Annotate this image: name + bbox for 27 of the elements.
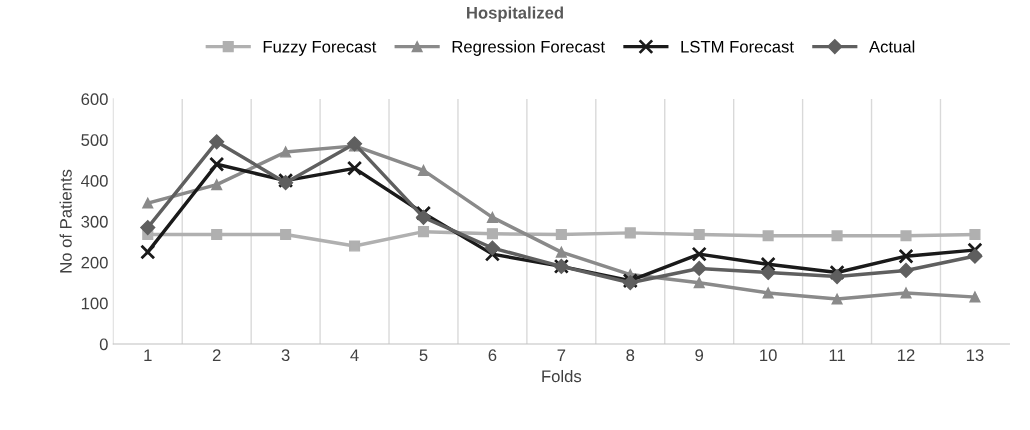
x-tick-label: 11 [829, 349, 845, 361]
y-tick-label: 300 [81, 215, 108, 228]
x-tick-label: 9 [695, 349, 704, 362]
x-tick-label: 5 [419, 349, 428, 362]
x-tick-label: 7 [557, 349, 566, 361]
y-tick-label: 400 [81, 175, 108, 187]
legend-label: LSTM Forecast [681, 40, 794, 53]
x-tick-label: 10 [760, 349, 777, 362]
legend-label: Actual [869, 40, 915, 53]
x-axis-title: Folds [542, 369, 582, 383]
x-tick-label: 6 [488, 349, 497, 362]
x-tick-label: 13 [966, 349, 984, 362]
y-tick-label: 500 [81, 134, 108, 146]
y-tick-label: 100 [81, 297, 108, 310]
x-tick-label: 8 [626, 349, 635, 362]
x-tick-label: 3 [281, 349, 290, 362]
x-tick-label: 2 [212, 349, 221, 361]
y-tick-label: 600 [81, 93, 108, 106]
legend-label: Regression Forecast [452, 40, 605, 56]
chart-title: Hospitalized [467, 6, 563, 22]
x-tick-label: 4 [350, 349, 359, 361]
x-tick-label: 1 [144, 349, 152, 361]
x-tick-label: 12 [898, 349, 915, 361]
y-tick-label: 0 [99, 338, 108, 351]
y-tick-label: 200 [81, 256, 108, 269]
legend-label: Fuzzy Forecast [263, 40, 377, 56]
y-axis-title: No of Patients [59, 169, 72, 273]
